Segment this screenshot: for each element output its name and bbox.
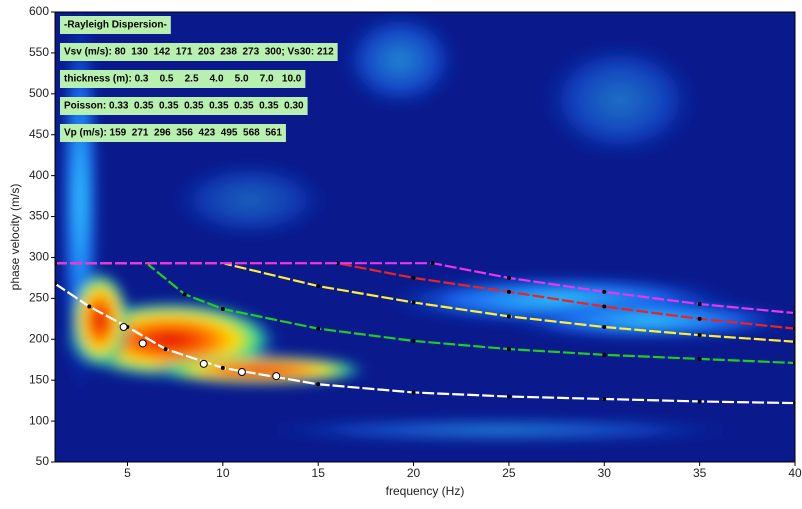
dispersion-curve [55, 262, 795, 315]
annotation: Poisson: 0.33 0.35 0.35 0.35 0.35 0.35 0… [64, 101, 304, 112]
curve-node [182, 292, 187, 297]
curve-node [793, 339, 795, 344]
curve-node [697, 316, 702, 321]
annotation: Vsv (m/s): 80 130 142 171 203 238 273 30… [64, 47, 334, 58]
curve-node [163, 347, 168, 352]
y-tick-label: 600 [29, 4, 49, 18]
curve-node [602, 352, 607, 357]
x-tick-label: 10 [216, 466, 230, 480]
curve-node [602, 325, 607, 329]
x-tick-label: 15 [312, 466, 326, 480]
annotation-box [60, 97, 308, 115]
y-tick-label: 500 [29, 86, 49, 100]
curve-node [793, 361, 795, 365]
curve-node [411, 390, 416, 395]
curve-node [697, 302, 702, 307]
curve-node [793, 311, 795, 316]
y-axis-label: phase velocity (m/s) [8, 184, 22, 291]
x-tick-label: 30 [598, 466, 612, 480]
y-tick-label: 350 [29, 209, 49, 223]
annotation-box [60, 16, 171, 34]
curve-node [411, 300, 416, 305]
y-tick-label: 150 [29, 372, 49, 386]
annotation-box [60, 124, 286, 142]
y-tick-label: 300 [29, 250, 49, 264]
curve-node [697, 333, 702, 338]
curve-node [411, 338, 416, 343]
annotation: Vp (m/s): 159 271 296 356 423 495 568 56… [64, 128, 282, 139]
curve-node [506, 347, 511, 352]
x-tick-label: 20 [407, 466, 421, 480]
observed-point [272, 372, 281, 381]
y-tick-label: 200 [29, 331, 49, 345]
curve-node [602, 289, 607, 294]
curve-node [506, 314, 511, 319]
y-tick-label: 250 [29, 291, 49, 305]
curves [55, 261, 795, 406]
curve-node [316, 382, 321, 387]
dispersion-curve [55, 262, 795, 365]
y-tick-label: 100 [29, 413, 49, 427]
curve-node [793, 326, 795, 331]
y-tick-label: 550 [29, 45, 49, 59]
curve-node [793, 401, 795, 406]
x-tick-label: 35 [693, 466, 707, 480]
x-tick-label: 40 [788, 466, 802, 480]
curve-node [506, 289, 511, 294]
curve-node [87, 304, 92, 309]
curve-node [220, 307, 225, 311]
annotation-box [60, 43, 338, 61]
curve-node [697, 399, 702, 404]
curve-node [55, 281, 57, 286]
observed-point [119, 323, 128, 331]
observed-point [138, 339, 147, 348]
curve-node [55, 261, 57, 266]
annotation: -Rayleigh Dispersion- [64, 20, 167, 31]
observed-point [199, 359, 208, 368]
observed-point [237, 368, 246, 376]
dispersion-curve [55, 262, 795, 343]
curve-node [220, 365, 225, 370]
curve-node [411, 275, 416, 280]
x-tick-label: 5 [124, 466, 131, 480]
x-axis-label: frequency (Hz) [386, 484, 465, 498]
curve-node [506, 275, 511, 280]
curve-node [316, 284, 321, 289]
curve-node [506, 394, 511, 399]
curve-node [316, 326, 321, 331]
y-tick-label: 400 [29, 168, 49, 182]
y-tick-label: 450 [29, 127, 49, 141]
annotation: thickness (m): 0.3 0.5 2.5 4.0 5.0 7.0 1… [64, 74, 302, 85]
curve-node [697, 356, 702, 361]
x-tick-label: 25 [502, 466, 516, 480]
plot-frame [54, 11, 796, 463]
curve-node [602, 304, 607, 309]
y-tick-label: 50 [36, 454, 50, 468]
curve-node [602, 397, 607, 401]
curve-node [430, 261, 435, 266]
annotation-box [60, 70, 306, 88]
